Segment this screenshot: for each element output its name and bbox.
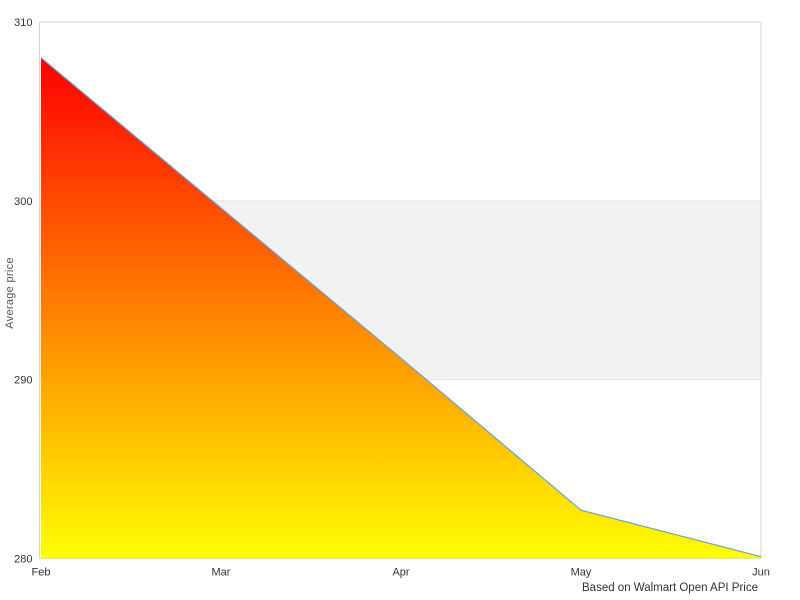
y-tick-label-300: 300 — [14, 196, 32, 208]
x-tick-label-feb: Feb — [32, 567, 51, 579]
chart-caption: Based on Walmart Open API Price — [582, 582, 758, 594]
x-tick-label-jun: Jun — [752, 567, 770, 579]
series-line — [40, 57, 762, 558]
area-series — [41, 57, 761, 559]
y-axis-title: Average price — [4, 257, 16, 329]
x-tick-label-mar: Mar — [212, 567, 231, 579]
y-tick-label-290: 290 — [14, 375, 32, 387]
x-tick-label-may: May — [571, 567, 592, 579]
y-tick-label-310: 310 — [14, 17, 32, 29]
x-tick-label-apr: Apr — [392, 567, 409, 579]
y-tick-label-280: 280 — [14, 554, 32, 566]
